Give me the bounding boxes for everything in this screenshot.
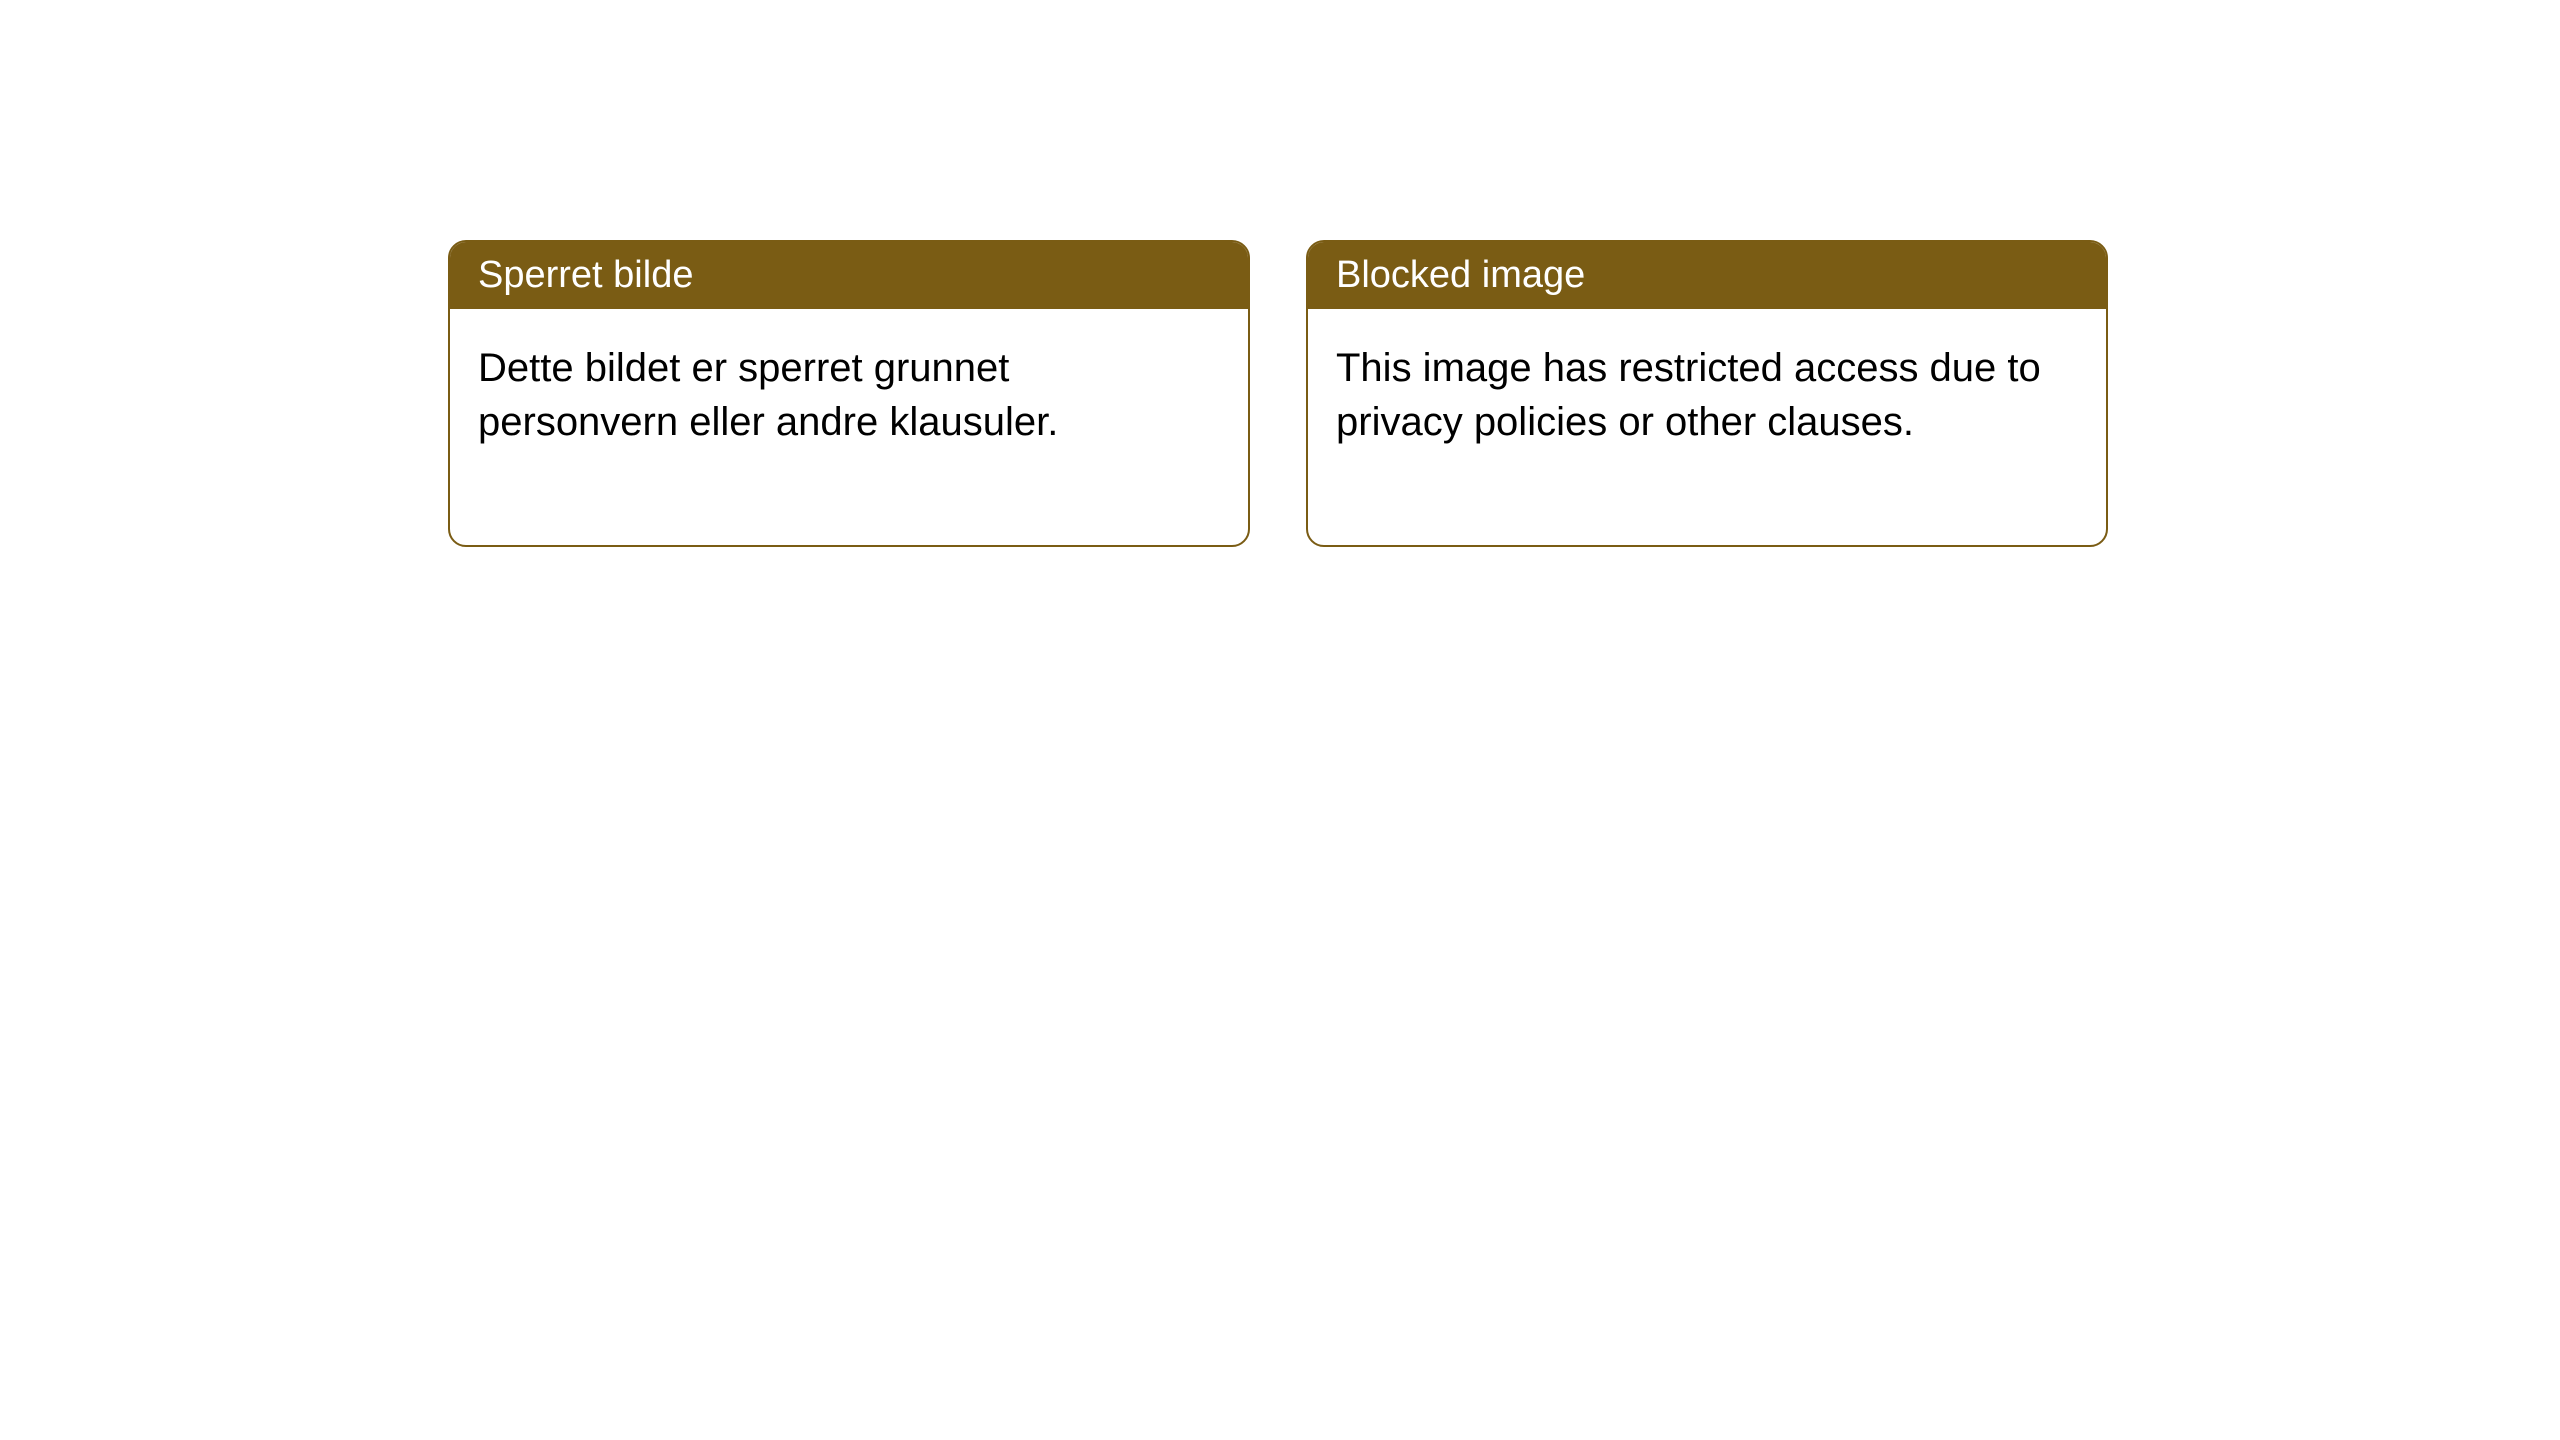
- card-text-english: This image has restricted access due to …: [1336, 346, 2041, 444]
- card-body-english: This image has restricted access due to …: [1308, 309, 2106, 545]
- card-body-norwegian: Dette bildet er sperret grunnet personve…: [450, 309, 1248, 545]
- card-english: Blocked image This image has restricted …: [1306, 240, 2108, 547]
- card-title-norwegian: Sperret bilde: [478, 254, 693, 296]
- card-header-english: Blocked image: [1308, 242, 2106, 309]
- card-title-english: Blocked image: [1336, 254, 1585, 296]
- cards-container: Sperret bilde Dette bildet er sperret gr…: [0, 0, 2560, 547]
- card-text-norwegian: Dette bildet er sperret grunnet personve…: [478, 346, 1058, 444]
- card-norwegian: Sperret bilde Dette bildet er sperret gr…: [448, 240, 1250, 547]
- card-header-norwegian: Sperret bilde: [450, 242, 1248, 309]
